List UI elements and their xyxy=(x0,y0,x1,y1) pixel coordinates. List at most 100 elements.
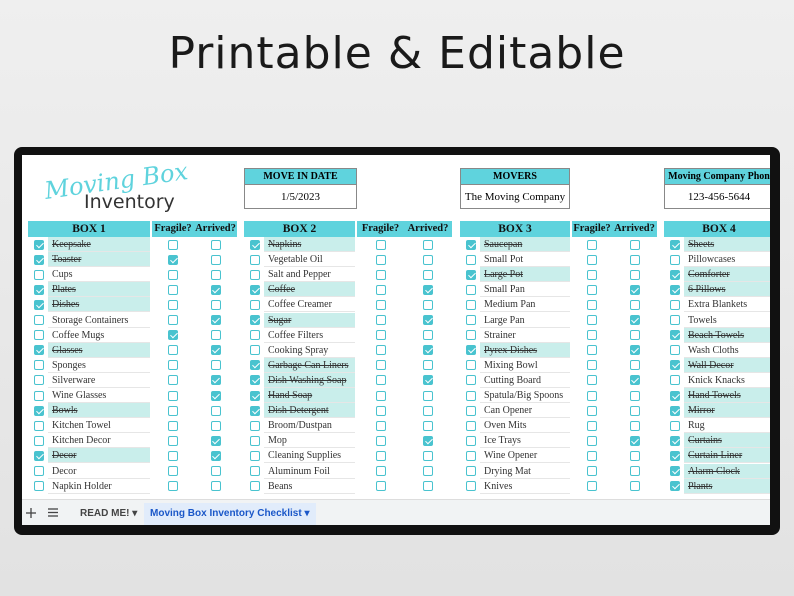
item-checkbox[interactable] xyxy=(250,284,260,295)
item-checkbox[interactable] xyxy=(34,315,44,325)
fragile-checkbox[interactable] xyxy=(375,345,386,356)
fragile-checkbox[interactable] xyxy=(168,299,178,310)
arrived-checkbox[interactable] xyxy=(210,435,221,446)
item-cell[interactable]: Silverware xyxy=(48,373,150,388)
item-checkbox[interactable] xyxy=(250,360,260,371)
fragile-checkbox[interactable] xyxy=(168,375,178,386)
item-cell[interactable]: Hand Soap xyxy=(264,388,355,404)
item-cell[interactable]: Mop xyxy=(264,433,355,449)
fragile-checkbox[interactable] xyxy=(168,390,178,401)
item-checkbox[interactable] xyxy=(466,345,476,356)
item-checkbox[interactable] xyxy=(250,330,260,341)
item-checkbox[interactable] xyxy=(466,405,476,416)
arrived-checkbox[interactable] xyxy=(210,375,221,386)
fragile-checkbox[interactable] xyxy=(375,390,386,401)
fragile-checkbox[interactable] xyxy=(375,239,386,250)
item-checkbox[interactable] xyxy=(34,405,44,416)
item-cell[interactable]: Vegetable Oil xyxy=(264,252,355,268)
fragile-checkbox[interactable] xyxy=(375,420,386,431)
fragile-checkbox[interactable] xyxy=(168,330,178,341)
item-cell[interactable]: Coffee xyxy=(264,282,355,298)
item-checkbox[interactable] xyxy=(250,254,260,265)
arrived-checkbox[interactable] xyxy=(629,330,640,341)
item-checkbox[interactable] xyxy=(466,330,476,341)
item-checkbox[interactable] xyxy=(250,466,260,476)
arrived-checkbox[interactable] xyxy=(629,420,640,431)
add-sheet-icon[interactable] xyxy=(26,508,36,518)
item-cell[interactable]: Dish Washing Soap xyxy=(264,372,355,388)
item-checkbox[interactable] xyxy=(34,239,44,250)
item-checkbox[interactable] xyxy=(670,450,680,461)
item-cell[interactable]: Sponges xyxy=(48,358,150,373)
fragile-checkbox[interactable] xyxy=(587,435,597,446)
item-cell[interactable]: Drying Mat xyxy=(480,464,570,479)
arrived-checkbox[interactable] xyxy=(210,450,221,461)
arrived-checkbox[interactable] xyxy=(423,315,433,325)
item-checkbox[interactable] xyxy=(466,284,476,295)
item-cell[interactable]: Towels xyxy=(684,313,770,328)
item-checkbox[interactable] xyxy=(250,390,260,401)
fragile-checkbox[interactable] xyxy=(587,481,597,492)
item-checkbox[interactable] xyxy=(250,269,260,280)
arrived-checkbox[interactable] xyxy=(629,450,640,461)
item-cell[interactable]: Sheets xyxy=(684,237,770,253)
item-checkbox[interactable] xyxy=(250,405,260,416)
info-value[interactable]: 123-456-5644 xyxy=(687,191,751,203)
arrived-checkbox[interactable] xyxy=(629,239,640,250)
item-cell[interactable]: Strainer xyxy=(480,328,570,343)
item-checkbox[interactable] xyxy=(34,299,44,310)
item-cell[interactable]: Knick Knacks xyxy=(684,373,770,388)
arrived-checkbox[interactable] xyxy=(210,315,221,325)
arrived-checkbox[interactable] xyxy=(629,284,640,295)
arrived-checkbox[interactable] xyxy=(629,315,640,325)
fragile-checkbox[interactable] xyxy=(587,315,597,325)
item-cell[interactable]: Beach Towels xyxy=(684,327,770,343)
fragile-checkbox[interactable] xyxy=(587,330,597,341)
item-cell[interactable]: Glasses xyxy=(48,342,150,358)
item-cell[interactable]: Wine Glasses xyxy=(48,388,150,404)
fragile-checkbox[interactable] xyxy=(587,254,597,265)
item-checkbox[interactable] xyxy=(670,360,680,371)
arrived-checkbox[interactable] xyxy=(210,269,221,280)
item-cell[interactable]: Bowls xyxy=(48,403,150,419)
item-cell[interactable]: Decor xyxy=(48,464,150,479)
item-checkbox[interactable] xyxy=(466,360,476,371)
item-checkbox[interactable] xyxy=(670,435,680,446)
item-checkbox[interactable] xyxy=(670,481,680,492)
item-checkbox[interactable] xyxy=(250,420,260,431)
item-checkbox[interactable] xyxy=(466,375,476,386)
item-checkbox[interactable] xyxy=(466,450,476,461)
fragile-checkbox[interactable] xyxy=(587,420,597,431)
item-cell[interactable]: Cups xyxy=(48,267,150,283)
all-sheets-icon[interactable] xyxy=(48,508,58,517)
arrived-checkbox[interactable] xyxy=(629,481,640,492)
item-checkbox[interactable] xyxy=(466,466,476,476)
fragile-checkbox[interactable] xyxy=(375,299,386,310)
arrived-checkbox[interactable] xyxy=(210,390,221,401)
item-checkbox[interactable] xyxy=(34,360,44,371)
fragile-checkbox[interactable] xyxy=(168,254,178,265)
sheet-tab[interactable]: Moving Box Inventory Checklist ▾ xyxy=(144,503,316,525)
arrived-checkbox[interactable] xyxy=(210,345,221,356)
fragile-checkbox[interactable] xyxy=(168,239,178,250)
item-cell[interactable]: Mixing Bowl xyxy=(480,358,570,373)
fragile-checkbox[interactable] xyxy=(168,466,178,476)
item-checkbox[interactable] xyxy=(670,390,680,401)
arrived-checkbox[interactable] xyxy=(423,435,433,446)
fragile-checkbox[interactable] xyxy=(587,284,597,295)
item-checkbox[interactable] xyxy=(670,375,680,386)
fragile-checkbox[interactable] xyxy=(375,435,386,446)
item-cell[interactable]: Storage Containers xyxy=(48,313,150,328)
arrived-checkbox[interactable] xyxy=(629,390,640,401)
fragile-checkbox[interactable] xyxy=(375,466,386,476)
arrived-checkbox[interactable] xyxy=(423,450,433,461)
arrived-checkbox[interactable] xyxy=(423,420,433,431)
item-cell[interactable]: Wash Cloths xyxy=(684,343,770,358)
arrived-checkbox[interactable] xyxy=(210,481,221,492)
item-cell[interactable]: Spatula/Big Spoons xyxy=(480,388,570,404)
fragile-checkbox[interactable] xyxy=(587,269,597,280)
item-checkbox[interactable] xyxy=(466,299,476,310)
info-value[interactable]: 1/5/2023 xyxy=(280,191,321,203)
item-cell[interactable]: Sugar xyxy=(264,312,355,328)
item-cell[interactable]: Coffee Mugs xyxy=(48,328,150,343)
